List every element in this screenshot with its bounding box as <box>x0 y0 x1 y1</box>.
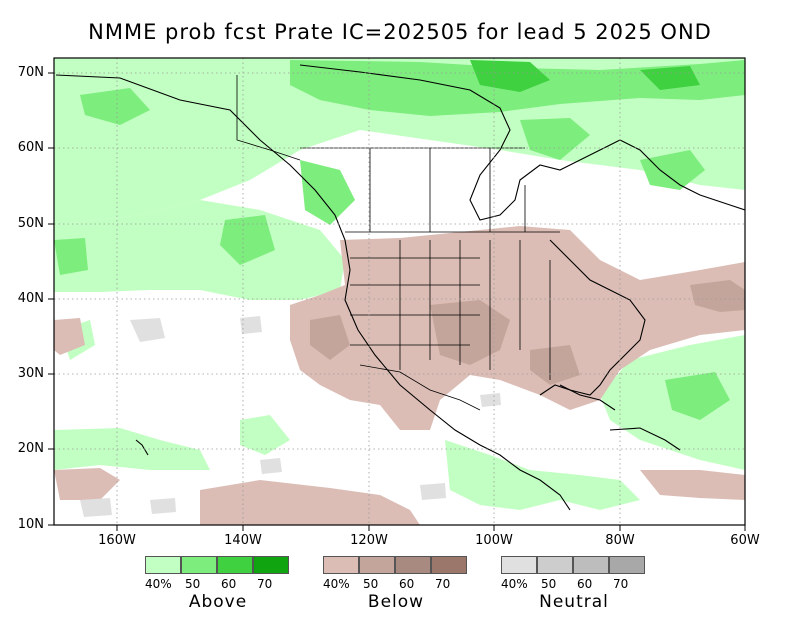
legend-tick: 70 <box>435 577 451 591</box>
legend-neutral-swatch <box>537 556 573 574</box>
map-frame <box>53 57 746 526</box>
lon-label-120w: 120W <box>350 533 388 548</box>
legend-below-swatch <box>431 556 467 574</box>
legend-neutral-swatch <box>573 556 609 574</box>
legend-below: 40% 50 60 70 Below <box>323 556 467 612</box>
legend-neutral: 40% 50 60 70 Neutral <box>501 556 645 612</box>
lat-label-60n: 60N <box>17 140 44 155</box>
legend-tick: 50 <box>363 577 379 591</box>
lat-label-20n: 20N <box>17 441 44 456</box>
legend-tick: 50 <box>185 577 201 591</box>
legend-below-swatch <box>359 556 395 574</box>
neutral-regions <box>80 316 501 517</box>
lon-label-80w: 80W <box>605 533 635 548</box>
legend-tick: 70 <box>613 577 629 591</box>
lat-label-50n: 50N <box>17 216 44 231</box>
legend-tick: 40% <box>501 577 528 591</box>
legend-above-swatch <box>217 556 253 574</box>
map-title: NMME prob fcst Prate IC=202505 for lead … <box>88 20 712 44</box>
lat-label-10n: 10N <box>17 517 44 532</box>
legend-neutral-label: Neutral <box>539 592 609 612</box>
legend-tick: 40% <box>323 577 350 591</box>
legend-below-label: Below <box>367 592 425 612</box>
lon-label-140w: 140W <box>224 533 262 548</box>
lon-label-100w: 100W <box>475 533 513 548</box>
legend-above-label: Above <box>188 592 248 612</box>
lat-label-70n: 70N <box>17 65 44 80</box>
below-light-regions <box>54 226 745 525</box>
legend-neutral-swatch <box>609 556 645 574</box>
legend-tick: 60 <box>399 577 415 591</box>
legend-above: 40% 50 60 70 Above <box>145 556 289 612</box>
above-dark-regions <box>470 60 700 92</box>
legend-tick: 60 <box>221 577 237 591</box>
legend-tick: 60 <box>577 577 593 591</box>
lon-label-160w: 160W <box>98 533 136 548</box>
lat-label-30n: 30N <box>17 366 44 381</box>
legend-neutral-swatch <box>501 556 537 574</box>
gridlines <box>54 58 745 525</box>
legend-below-swatch <box>395 556 431 574</box>
legend-above-swatch <box>181 556 217 574</box>
legend-below-swatch <box>323 556 359 574</box>
legend-above-swatch <box>253 556 289 574</box>
legend-tick: 70 <box>257 577 273 591</box>
lat-label-40n: 40N <box>17 291 44 306</box>
legend-tick: 40% <box>145 577 172 591</box>
legend-above-swatch <box>145 556 181 574</box>
legend-tick: 50 <box>541 577 557 591</box>
political-borders <box>236 75 560 411</box>
lon-label-60w: 60W <box>730 533 760 548</box>
